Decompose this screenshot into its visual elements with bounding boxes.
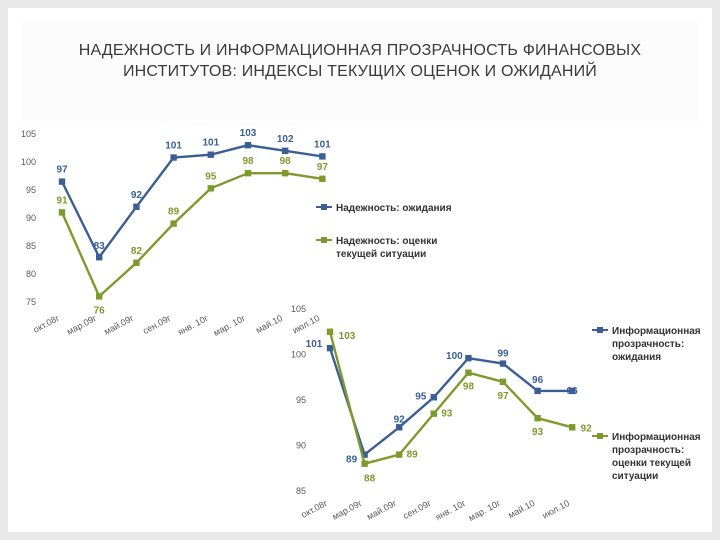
chart1-data-label: 101 — [314, 139, 331, 150]
chart1-data-label: 83 — [94, 241, 106, 252]
chart1-data-label: 95 — [205, 171, 217, 182]
chart2-data-label: 96 — [567, 386, 579, 397]
chart1-ytick-label: 80 — [26, 269, 36, 279]
chart1-ytick-label: 85 — [26, 241, 36, 251]
chart2-data-point — [465, 369, 472, 376]
chart2-data-label: 89 — [407, 450, 419, 461]
chart2-data-point — [534, 415, 541, 422]
chart2-ytick-label: 90 — [296, 441, 306, 451]
chart1-data-point — [96, 254, 103, 261]
chart1-data-label: 101 — [165, 141, 182, 152]
chart1-ytick-label: 95 — [26, 185, 36, 195]
chart1-legend-marker-1 — [321, 204, 327, 210]
chart1-ytick-label: 105 — [21, 129, 36, 139]
chart1-data-point — [282, 170, 289, 177]
chart2-data-label: 97 — [497, 391, 509, 402]
chart2-data-label: 99 — [497, 349, 509, 360]
chart2-ytick-label: 95 — [296, 395, 306, 405]
chart1-data-label: 89 — [168, 207, 180, 218]
chart2-data-label: 92 — [394, 414, 406, 425]
chart1-data-label: 97 — [56, 165, 68, 176]
chart2-data-point — [326, 328, 334, 335]
chart1-data-point — [133, 203, 140, 210]
chart1-legend-label-2: Надежность: оценки текущей ситуации — [336, 236, 437, 260]
chart1-data-point — [170, 220, 177, 227]
chart2-data-label: 88 — [364, 474, 376, 485]
chart2-data-label: 89 — [346, 455, 358, 466]
chart1-data-point — [170, 154, 177, 161]
chart2-data-label: 96 — [532, 375, 544, 386]
chart2-data-label: 103 — [339, 331, 356, 342]
chart2-data-label: 92 — [581, 423, 593, 434]
chart1-data-label: 98 — [280, 156, 292, 167]
chart2-series-line-1 — [328, 347, 573, 456]
chart2-data-label: 95 — [415, 391, 427, 402]
chart2-ytick-label: 105 — [291, 304, 306, 314]
chart2-data-point — [430, 410, 437, 417]
chart1-data-point — [96, 293, 103, 300]
chart2-data-label: 93 — [441, 409, 453, 420]
chart2-data-point — [569, 387, 576, 395]
chart1-series-line-2 — [60, 171, 323, 298]
chart1-data-point — [58, 209, 66, 216]
chart1-ytick-label: 75 — [26, 297, 36, 307]
chart1-data-label: 92 — [131, 190, 143, 201]
chart1-legend-label-1: Надежность: ожидания — [336, 203, 452, 214]
chart2-legend-marker-2 — [597, 433, 603, 439]
chart1-data-point — [244, 170, 252, 177]
chart1-data-label: 91 — [56, 195, 68, 206]
chart1-data-point — [58, 178, 66, 185]
chart2-legend-label-2: Информационная прозрачность: оценки текуще… — [612, 431, 701, 482]
chart1-data-point — [207, 151, 214, 158]
chart2-data-point — [569, 424, 576, 431]
chart1-data-label: 82 — [131, 246, 143, 257]
title-panel — [22, 20, 698, 126]
page-title: НАДЕЖНОСТЬ И ИНФОРМАЦИОННАЯ ПРОЗРАЧНОСТЬ… — [78, 42, 642, 80]
chart1-data-label: 101 — [202, 138, 219, 149]
chart2-data-label: 93 — [532, 427, 544, 438]
chart2-data-point — [534, 387, 541, 395]
chart1-data-point — [282, 147, 289, 154]
chart2-data-point — [396, 451, 403, 458]
chart2-data-point — [326, 344, 334, 352]
chart1-data-point — [244, 142, 252, 149]
chart2-data-label: 101 — [306, 339, 323, 350]
chart2-data-label: 98 — [463, 382, 475, 393]
chart1-data-label: 97 — [317, 162, 329, 173]
chart1-data-point — [207, 185, 214, 192]
chart1-data-point — [133, 259, 140, 266]
chart1-data-label: 102 — [277, 134, 294, 145]
chart1-legend-marker-2 — [321, 237, 327, 243]
chart1-data-label: 98 — [242, 156, 254, 167]
chart2-data-point — [430, 394, 437, 401]
chart2-series-line-2 — [328, 331, 573, 465]
chart1-data-label: 103 — [240, 128, 257, 139]
chart2-data-point — [396, 424, 403, 431]
chart1-data-label: 76 — [94, 305, 106, 316]
chart2-legend-marker-1 — [597, 327, 603, 333]
chart1-data-point — [319, 153, 326, 160]
chart2-legend-label-1: Информационная прозрачность: ожидания — [612, 325, 701, 363]
chart2-data-point — [499, 378, 507, 385]
chart2-ytick-label: 100 — [291, 350, 306, 360]
chart2-data-point — [361, 460, 368, 467]
chart2-data-point — [465, 354, 472, 362]
chart1-data-point — [319, 175, 326, 182]
chart2-ytick-label: 85 — [296, 486, 306, 496]
chart2-data-point — [361, 451, 368, 458]
chart2-data-point — [499, 360, 507, 367]
chart1-series-line-1 — [60, 143, 323, 259]
chart1-ytick-label: 100 — [21, 157, 36, 167]
chart2-data-label: 100 — [446, 351, 463, 362]
chart1-ytick-label: 90 — [26, 213, 36, 223]
